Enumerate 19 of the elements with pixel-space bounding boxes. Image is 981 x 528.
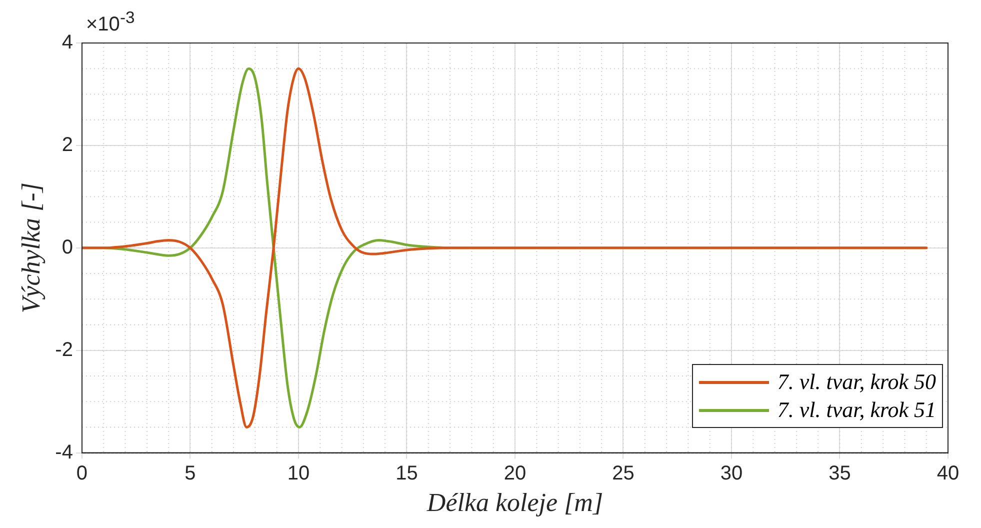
y-tick-label: -4 <box>55 441 73 464</box>
y-tick-label: 4 <box>62 32 73 54</box>
x-tick-label: 0 <box>76 462 88 484</box>
y-tick-label: -2 <box>55 338 73 361</box>
x-tick-label: 30 <box>720 462 743 484</box>
y-tick-label: 2 <box>62 134 73 156</box>
text: ×10$^{-3}$ <box>86 8 135 37</box>
legend-label: 7. vl. tvar, krok 50 <box>777 368 936 396</box>
x-tick-label: 25 <box>612 462 634 484</box>
x-tick-label: 15 <box>396 462 418 484</box>
y-axis-title: Výchylka [-] <box>16 182 46 314</box>
x-tick-label: 10 <box>287 462 310 484</box>
legend-label: 7. vl. tvar, krok 51 <box>777 396 936 424</box>
y-tick-label: 0 <box>62 236 73 258</box>
x-tick-label: 5 <box>184 462 196 484</box>
x-tick-label: 35 <box>828 462 851 484</box>
x-tick-label: 40 <box>936 462 960 484</box>
x-tick-label: 20 <box>504 462 526 484</box>
x-axis-title: Délka koleje [m] <box>426 488 604 518</box>
